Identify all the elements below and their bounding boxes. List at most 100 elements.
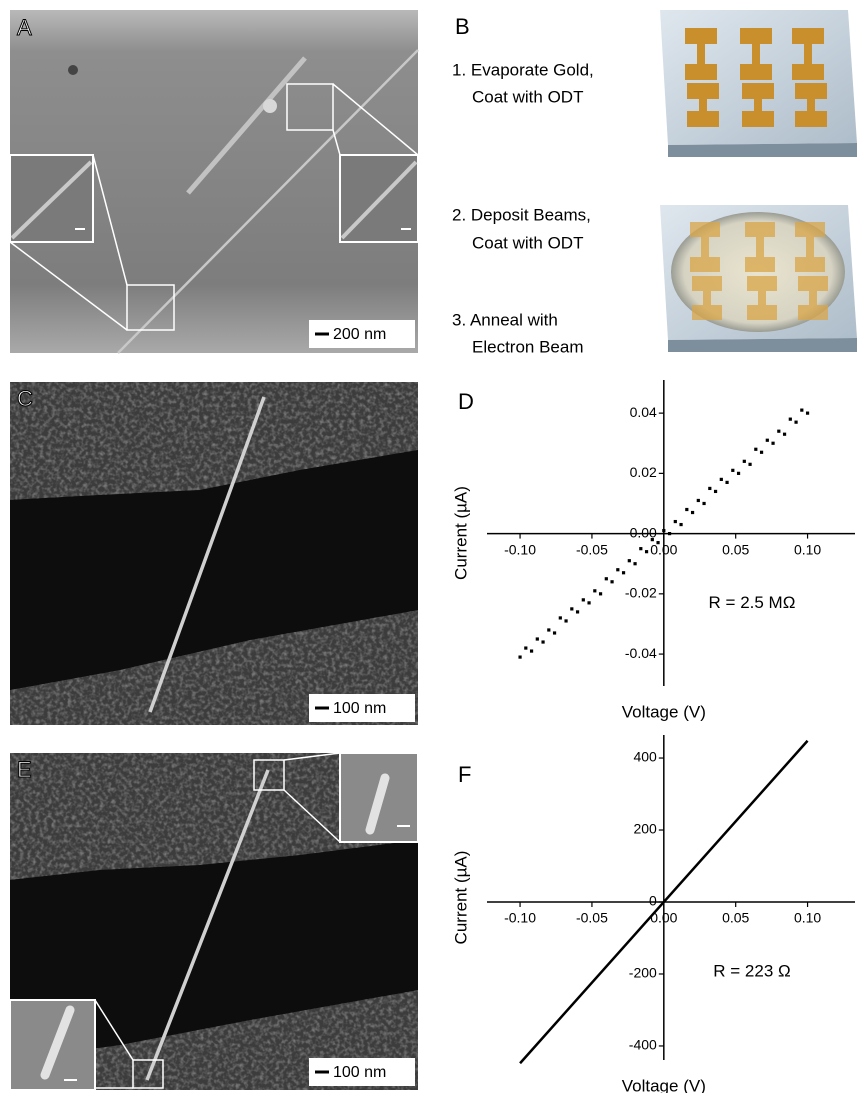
data-point — [806, 412, 809, 415]
data-point — [737, 472, 740, 475]
data-point — [743, 460, 746, 463]
x-tick-label: -0.05 — [576, 910, 608, 926]
data-point — [651, 538, 654, 541]
data-point — [760, 451, 763, 454]
data-point — [536, 637, 539, 640]
data-point — [610, 580, 613, 583]
panel-label: C — [17, 386, 33, 411]
data-point — [668, 532, 671, 535]
data-point — [599, 592, 602, 595]
data-point — [748, 463, 751, 466]
data-point — [771, 442, 774, 445]
y-tick-label: 400 — [633, 749, 657, 765]
data-point — [547, 628, 550, 631]
data-point — [674, 520, 677, 523]
data-point — [633, 562, 636, 565]
x-tick-label: -0.05 — [576, 541, 608, 557]
panel-label: D — [458, 389, 474, 414]
data-point — [777, 430, 780, 433]
data-point — [518, 655, 521, 658]
y-tick-label: -200 — [629, 965, 657, 981]
substrate-side — [668, 338, 857, 352]
data-point — [582, 598, 585, 601]
data-point — [691, 511, 694, 514]
data-point — [766, 439, 769, 442]
step-text: Coat with ODT — [472, 233, 583, 252]
y-tick-label: 0.02 — [630, 464, 657, 480]
data-point — [794, 421, 797, 424]
y-tick-label: 0.00 — [630, 524, 657, 540]
data-point — [622, 571, 625, 574]
data-point — [800, 409, 803, 412]
data-point — [645, 550, 648, 553]
annotation: R = 223 Ω — [713, 962, 790, 981]
x-axis-label: Voltage (V) — [622, 702, 706, 721]
step-text: 3. Anneal with — [452, 310, 558, 329]
data-point — [714, 490, 717, 493]
particle — [263, 99, 277, 113]
data-point — [639, 547, 642, 550]
y-axis-label: Current (µA) — [451, 851, 470, 945]
x-tick-label: 0.05 — [722, 541, 749, 557]
figure: 200 nm A B 1. Evaporate Gold, Coat with … — [0, 0, 857, 1093]
data-point — [587, 601, 590, 604]
data-point — [783, 433, 786, 436]
y-tick-label: -0.04 — [625, 645, 657, 661]
gold-pads — [685, 28, 827, 127]
panel-a: 200 nm A — [10, 10, 418, 353]
data-point — [754, 448, 757, 451]
data-point — [731, 469, 734, 472]
annotation: R = 2.5 MΩ — [709, 593, 796, 612]
x-tick-label: 0.10 — [794, 910, 821, 926]
data-point — [593, 589, 596, 592]
particle — [68, 65, 78, 75]
y-tick-label: -400 — [629, 1037, 657, 1053]
data-point — [530, 649, 533, 652]
data-point — [708, 487, 711, 490]
x-axis-label: Voltage (V) — [622, 1076, 706, 1093]
y-tick-label: 0 — [649, 893, 657, 909]
step-text: 2. Deposit Beams, — [452, 205, 591, 224]
y-tick-label: 200 — [633, 821, 657, 837]
data-point — [679, 523, 682, 526]
panel-c: 100 nm C — [10, 382, 418, 725]
data-point — [656, 541, 659, 544]
data-point — [725, 481, 728, 484]
data-point — [576, 610, 579, 613]
data-point — [685, 508, 688, 511]
data-point — [662, 529, 665, 532]
data-point — [605, 577, 608, 580]
x-tick-label: -0.10 — [504, 910, 536, 926]
panel-label: E — [17, 757, 32, 782]
x-tick-label: 0.00 — [650, 541, 677, 557]
x-tick-label: 0.10 — [794, 541, 821, 557]
panel-label: A — [17, 15, 32, 40]
x-tick-label: -0.10 — [504, 541, 536, 557]
scale-bar-label: 200 nm — [333, 326, 386, 343]
scale-bar-label: 100 nm — [333, 1064, 386, 1081]
data-point — [628, 559, 631, 562]
data-point — [789, 418, 792, 421]
step-text: 1. Evaporate Gold, — [452, 60, 594, 79]
data-point — [524, 646, 527, 649]
step-text: Electron Beam — [472, 337, 584, 356]
scale-bar-label: 100 nm — [333, 700, 386, 717]
data-point — [616, 568, 619, 571]
data-point — [559, 616, 562, 619]
panel-label: F — [458, 762, 471, 787]
data-point — [564, 619, 567, 622]
data-point — [720, 478, 723, 481]
panel-b: B 1. Evaporate Gold, Coat with ODT 2. De… — [452, 10, 857, 356]
panel-e: 100 nm E — [10, 753, 418, 1090]
data-point — [553, 631, 556, 634]
step-text: Coat with ODT — [472, 87, 583, 106]
y-tick-label: 0.04 — [630, 404, 657, 420]
data-point — [541, 640, 544, 643]
x-tick-label: 0.05 — [722, 910, 749, 926]
y-tick-label: -0.02 — [625, 585, 657, 601]
substrate-side — [668, 143, 857, 157]
gold-pads — [690, 222, 828, 320]
data-point — [702, 502, 705, 505]
y-axis-label: Current (µA) — [451, 486, 470, 580]
panel-label: B — [455, 14, 470, 39]
